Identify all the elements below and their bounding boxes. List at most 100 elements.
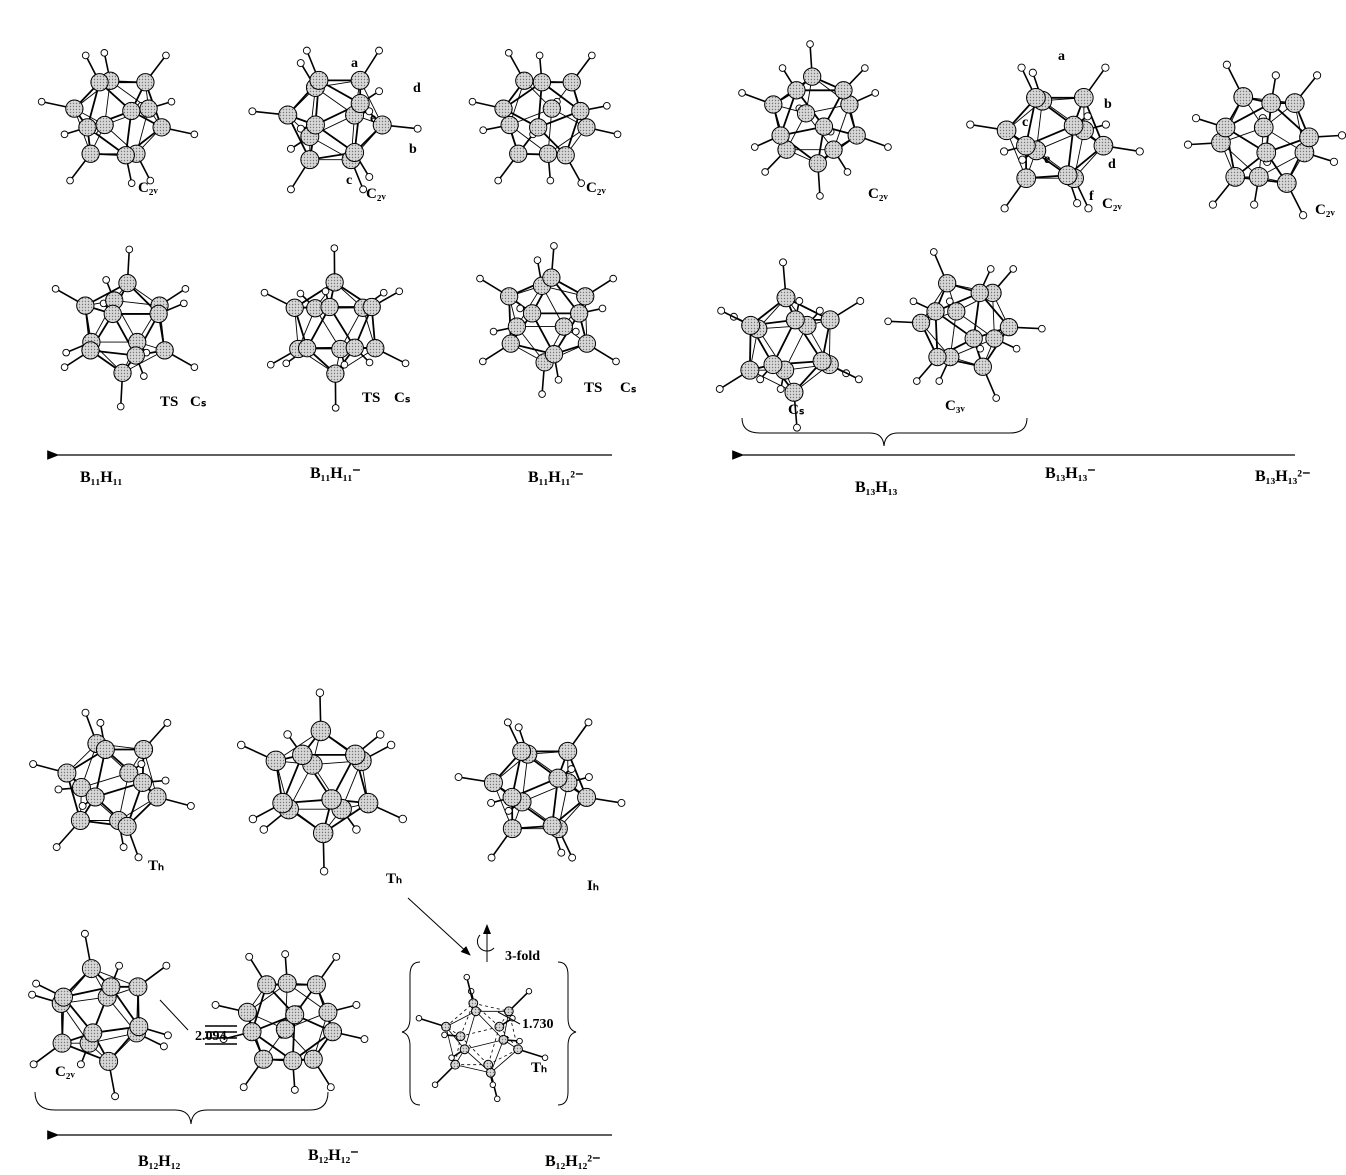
b-atom	[351, 95, 369, 113]
h-atom	[1019, 156, 1026, 163]
h-atom	[128, 180, 135, 187]
boron-cluster	[477, 243, 620, 398]
h-atom	[212, 1001, 219, 1008]
h-atom	[718, 307, 725, 314]
symmetry-label: Cₛ	[620, 380, 637, 396]
h-atom	[1085, 205, 1092, 212]
b-atom	[499, 1035, 508, 1044]
h-atom	[1102, 121, 1109, 128]
symmetry-label: C₂ᵥ	[55, 1064, 75, 1080]
page: {"panel_b11": {"symmetry_labels": ["C₂ᵥ"…	[0, 0, 1346, 1170]
b-atom	[82, 145, 99, 162]
h-atom	[505, 807, 512, 814]
b-atom	[119, 274, 136, 291]
b-atom	[442, 1022, 451, 1031]
b-atom	[313, 823, 332, 842]
b-atom	[82, 960, 100, 978]
b-atom	[304, 1050, 322, 1068]
h-atom	[1209, 201, 1216, 208]
pointer-arrow	[408, 898, 470, 955]
h-atom	[341, 361, 348, 368]
b-atom	[504, 1007, 513, 1016]
h-atom	[246, 953, 253, 960]
b-atom	[1234, 88, 1253, 107]
h-atom	[504, 719, 511, 726]
formula: B₁₃H₁₃	[855, 479, 898, 496]
symmetry-label: Iₕ	[587, 878, 599, 894]
b-atom	[788, 82, 805, 99]
b-atom	[310, 71, 328, 89]
h-atom	[1001, 205, 1008, 212]
h-atom	[614, 131, 621, 138]
h-atom	[1039, 325, 1046, 332]
b-atom	[804, 68, 821, 85]
b-atom	[974, 358, 991, 375]
atom-label: e	[1044, 152, 1050, 167]
h-atom	[284, 731, 292, 739]
h-atom	[376, 47, 383, 54]
b-atom	[96, 116, 113, 133]
b-atom	[815, 118, 832, 135]
b-atom	[484, 774, 502, 792]
h-atom	[599, 305, 606, 312]
b-atom	[809, 155, 826, 172]
h-atom	[240, 1084, 247, 1091]
h-atom	[862, 65, 869, 72]
b-atom	[137, 74, 154, 91]
boron-cluster	[30, 709, 195, 861]
symmetry-label: Tₕ	[531, 1060, 547, 1076]
h-atom	[1136, 148, 1143, 155]
h-atom	[490, 1082, 496, 1088]
h-atom	[534, 257, 541, 264]
h-atom	[993, 395, 1000, 402]
h-atom	[180, 300, 187, 307]
h-atom	[469, 98, 476, 105]
b-atom	[514, 1045, 523, 1054]
h-atom	[716, 386, 723, 393]
b-atom	[572, 102, 589, 119]
h-atom	[1223, 61, 1230, 68]
h-atom	[536, 52, 543, 59]
b-atom	[545, 346, 562, 363]
b-atom	[543, 100, 560, 117]
atom-label: d	[413, 81, 421, 96]
b-atom	[77, 297, 94, 314]
h-atom	[855, 376, 862, 383]
h-atom	[168, 98, 175, 105]
bond	[465, 1040, 504, 1050]
b-atom	[578, 335, 595, 352]
h-atom	[249, 108, 256, 115]
b-atom	[471, 1007, 480, 1016]
b-atom	[986, 330, 1003, 347]
b-atom	[286, 299, 303, 316]
h-atom	[558, 849, 565, 856]
h-atom	[191, 131, 198, 138]
h-atom	[116, 962, 123, 969]
h-atom	[610, 275, 617, 282]
h-atom	[479, 358, 486, 365]
h-atom	[52, 285, 59, 292]
b-atom	[134, 773, 152, 791]
h-atom	[1313, 72, 1320, 79]
b-atom	[91, 74, 108, 91]
b-atom	[66, 100, 83, 117]
h-atom	[282, 951, 289, 958]
h-atom	[61, 131, 68, 138]
h-atom	[585, 719, 592, 726]
b-atom	[327, 365, 344, 382]
b-atom	[71, 811, 89, 829]
b-atom	[102, 978, 120, 996]
h-atom	[585, 774, 592, 781]
bracket	[402, 962, 420, 1105]
h-atom	[396, 288, 403, 295]
h-atom	[387, 741, 395, 749]
h-atom	[526, 988, 532, 994]
h-atom	[762, 169, 769, 176]
b-atom	[130, 1018, 148, 1036]
h-atom	[297, 60, 304, 67]
boron-cluster	[29, 930, 172, 1100]
b-atom	[451, 1060, 460, 1069]
h-atom	[1330, 158, 1337, 165]
b-atom	[1285, 94, 1304, 113]
h-atom	[480, 127, 487, 134]
